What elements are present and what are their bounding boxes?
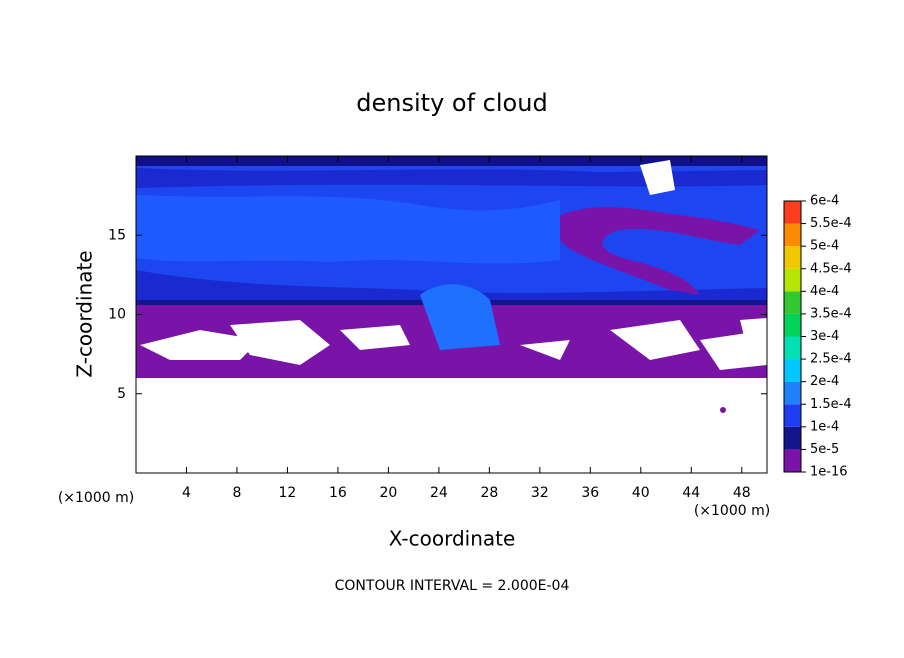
- chart-title: density of cloud: [356, 89, 547, 117]
- colorbar-label: 4e-4: [810, 284, 839, 299]
- y-tick-label: 10: [108, 307, 126, 323]
- colorbar-band: [784, 404, 801, 427]
- x-tick-label: 48: [733, 485, 751, 501]
- colorbar-label: 4.5e-4: [810, 261, 852, 276]
- colorbar-label: 5e-4: [810, 239, 839, 254]
- x-tick-label: 44: [682, 485, 700, 501]
- colorbar-label: 5e-5: [810, 442, 839, 457]
- colorbar-label: 2.5e-4: [810, 352, 852, 367]
- y-axis-label: Z-coordinate: [73, 250, 97, 377]
- colorbar-band: [784, 313, 801, 337]
- colorbar-band: [784, 426, 801, 450]
- x-tick-label: 40: [632, 485, 650, 501]
- colorbar-band: [784, 246, 801, 269]
- x-tick-label: 20: [379, 485, 397, 501]
- colorbar-band: [784, 336, 801, 360]
- colorbar-label: 3e-4: [810, 329, 839, 344]
- colorbar-label: 2e-4: [810, 374, 839, 389]
- colorbar-label: 1e-4: [810, 419, 839, 434]
- colorbar-band: [784, 291, 801, 314]
- colorbar-label: 1e-16: [810, 465, 848, 480]
- x-tick-label: 12: [279, 485, 297, 501]
- x-tick-label: 32: [531, 485, 549, 501]
- y-tick-label: 15: [108, 227, 126, 243]
- x-tick-label: 24: [430, 485, 448, 501]
- x-tick-label: 4: [182, 485, 191, 501]
- x-tick-label: 8: [232, 485, 241, 501]
- colorbar-band: [784, 449, 801, 472]
- y-unit: (×1000 m): [58, 490, 134, 506]
- x-axis-label: X-coordinate: [389, 527, 516, 551]
- y-tick-label: 5: [117, 386, 126, 402]
- x-tick-label: 36: [581, 485, 599, 501]
- x-unit: (×1000 m): [694, 503, 770, 519]
- colorbar-band: [784, 223, 801, 247]
- x-tick-label: 16: [329, 485, 347, 501]
- colorbar-label: 6e-4: [810, 194, 839, 209]
- colorbar-label: 1.5e-4: [810, 397, 852, 412]
- colorbar-band: [784, 268, 801, 292]
- colorbar-band: [784, 381, 801, 405]
- colorbar-frame: [783, 200, 802, 473]
- x-tick-label: 28: [480, 485, 498, 501]
- colorbar-label: 5.5e-4: [810, 216, 852, 231]
- colorbar-band: [784, 201, 801, 224]
- annotation: CONTOUR INTERVAL = 2.000E-04: [335, 578, 570, 594]
- colorbar-label: 3.5e-4: [810, 306, 852, 321]
- colorbar-band: [784, 359, 801, 382]
- contour-field: [136, 156, 767, 413]
